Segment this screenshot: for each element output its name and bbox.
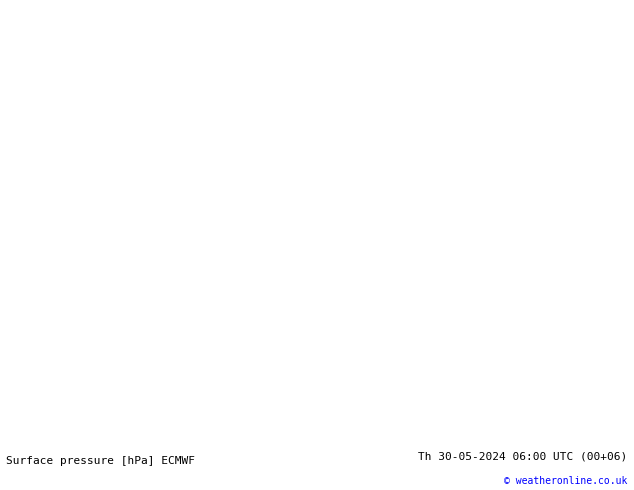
Text: © weatheronline.co.uk: © weatheronline.co.uk: [504, 476, 628, 486]
Text: Th 30-05-2024 06:00 UTC (00+06): Th 30-05-2024 06:00 UTC (00+06): [418, 452, 628, 462]
Text: Surface pressure [hPa] ECMWF: Surface pressure [hPa] ECMWF: [6, 456, 195, 466]
